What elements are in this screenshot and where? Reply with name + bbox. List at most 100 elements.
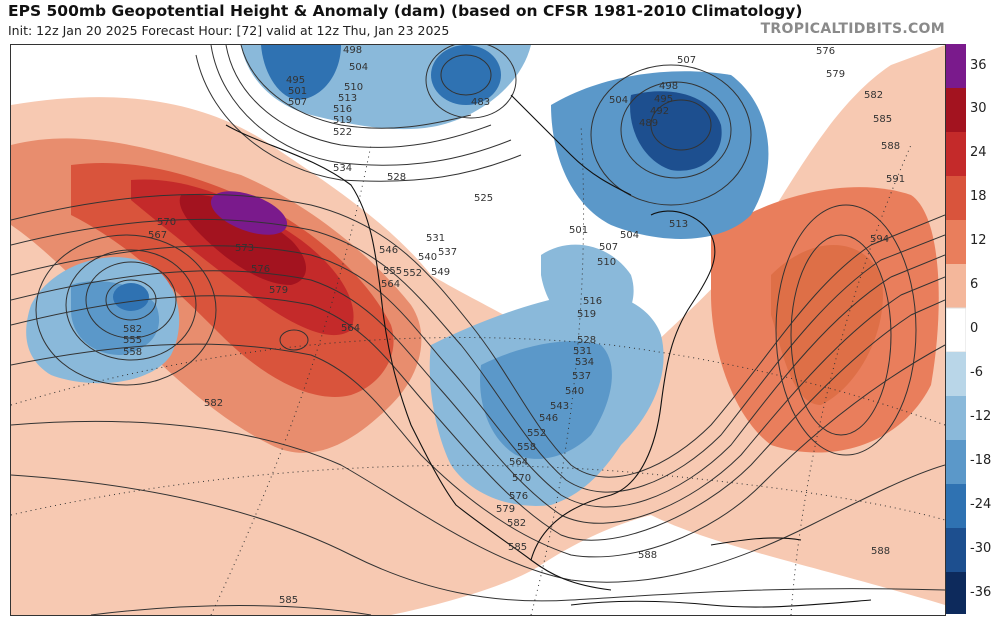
colorbar-tick-label: -18 (970, 453, 992, 468)
contour-label: 576 (509, 491, 528, 502)
contour-label-group: 498 504 495 501 507 510 513 516 519 522 … (123, 45, 905, 606)
colorbar-tick-label: 24 (970, 145, 987, 160)
contour-label: 585 (279, 595, 298, 606)
contour-label: 528 (387, 172, 406, 183)
contour-label: 585 (508, 542, 527, 553)
contour-label: 588 (871, 546, 890, 557)
anomaly-region-pos30 (179, 194, 306, 285)
anomaly-region-greenland-core (630, 91, 722, 171)
contour-label: 564 (341, 323, 360, 334)
colorbar-swatch (946, 307, 966, 353)
contour-label: 498 (343, 45, 362, 56)
map-subtitle: Init: 12z Jan 20 2025 Forecast Hour: [72… (8, 23, 450, 38)
contour-label: 579 (269, 285, 288, 296)
contour-label: 522 (333, 127, 352, 138)
contour-label: 534 (575, 357, 594, 368)
anomaly-region-pacific-low-center (113, 283, 149, 311)
anomaly-region-alaska-core (261, 45, 341, 100)
contour-label: 582 (864, 90, 883, 101)
contour-label: 555 (383, 266, 402, 277)
contour-label: 537 (572, 371, 591, 382)
contour-label: 495 (654, 94, 673, 105)
coastlines (225, 94, 872, 608)
colorbar-tick-label: -24 (970, 497, 992, 512)
contour-label: 570 (512, 473, 531, 484)
contour-label: 594 (870, 234, 889, 245)
contour-label: 498 (659, 81, 678, 92)
anomaly-colorbar (946, 44, 966, 614)
contour-label: 504 (349, 62, 368, 73)
contour-label: 501 (288, 86, 307, 97)
contour-label: 579 (496, 504, 515, 515)
contour-label: 501 (569, 225, 588, 236)
contour-label: 558 (517, 442, 536, 453)
contour-label: 507 (677, 55, 696, 66)
colorbar-swatch (946, 396, 966, 440)
contour-label: 525 (474, 193, 493, 204)
contour-label: 588 (638, 550, 657, 561)
colorbar-swatch (946, 440, 966, 484)
map-svg: 498 504 495 501 507 510 513 516 519 522 … (11, 45, 945, 615)
colorbar-swatch (946, 528, 966, 572)
contour-label: 531 (426, 233, 445, 244)
contour-label: 483 (471, 97, 490, 108)
contour-label: 546 (539, 413, 558, 424)
contour-label: 585 (873, 114, 892, 125)
anomaly-region-hudson (541, 244, 634, 335)
colorbar-tick-label: -6 (970, 365, 983, 380)
map-title: EPS 500mb Geopotential Height & Anomaly … (8, 2, 803, 20)
contour-label: 516 (333, 104, 352, 115)
contour-label: 540 (418, 252, 437, 263)
contour-label: 543 (550, 401, 569, 412)
colorbar-swatch (946, 352, 966, 396)
contour-label: 582 (204, 398, 223, 409)
contour-label: 519 (577, 309, 596, 320)
contour-label: 567 (148, 230, 167, 241)
anomaly-region-east-us-core (480, 341, 612, 459)
height-contours (11, 45, 945, 615)
contour-label: 504 (609, 95, 628, 106)
colorbar-tick-label: 36 (970, 58, 987, 73)
contour-label: 576 (251, 264, 270, 275)
contour-label: 540 (565, 386, 584, 397)
watermark: TROPICALTIDBITS.COM (760, 21, 945, 37)
colorbar-swatch (946, 88, 966, 132)
colorbar-swatch (946, 44, 966, 88)
contour-label: 576 (816, 46, 835, 57)
contour-label: 552 (527, 428, 546, 439)
colorbar-tick-label: -30 (970, 541, 992, 556)
colorbar-tick-label: -36 (970, 585, 992, 600)
contour-label: 510 (344, 82, 363, 93)
graticule (11, 124, 945, 615)
colorbar-tick-label: 12 (970, 233, 987, 248)
contour-label: 531 (573, 346, 592, 357)
contour-label: 564 (381, 279, 400, 290)
contour-label: 507 (288, 97, 307, 108)
contour-label: 564 (509, 457, 528, 468)
colorbar-tick-label: 0 (970, 321, 979, 336)
anomaly-region-arctic-core (431, 45, 501, 105)
contour-label: 582 (123, 324, 142, 335)
contour-label: 513 (338, 93, 357, 104)
forecast-map: 498 504 495 501 507 510 513 516 519 522 … (10, 44, 946, 616)
colorbar-tick-label: 6 (970, 277, 979, 292)
contour-label: 573 (235, 243, 254, 254)
contour-label: 510 (597, 257, 616, 268)
colorbar-tick-label: 18 (970, 189, 987, 204)
contour-label: 558 (123, 347, 142, 358)
colorbar-swatch (946, 220, 966, 264)
colorbar-tick-label: -12 (970, 409, 992, 424)
contour-label: 579 (826, 69, 845, 80)
contour-label: 492 (650, 106, 669, 117)
anomaly-max-pos36 (210, 191, 288, 235)
contour-label: 588 (881, 141, 900, 152)
colorbar-swatch (946, 572, 966, 614)
contour-label: 507 (599, 242, 618, 253)
contour-label: 582 (507, 518, 526, 529)
contour-label: 570 (157, 217, 176, 228)
contour-label: 549 (431, 267, 450, 278)
contour-label: 519 (333, 115, 352, 126)
colorbar-swatch (946, 264, 966, 308)
contour-label: 546 (379, 245, 398, 256)
colorbar-swatch (946, 132, 966, 176)
